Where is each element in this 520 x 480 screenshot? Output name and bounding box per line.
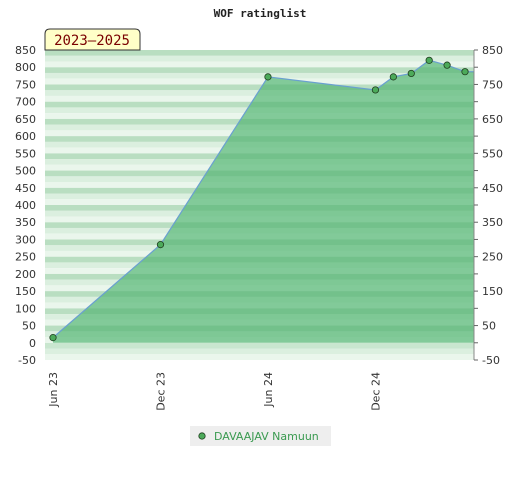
legend-box — [190, 426, 331, 446]
area-band-shade — [45, 84, 474, 91]
left-y-tick-label: 100 — [15, 302, 36, 315]
area-band-shade — [45, 67, 474, 73]
left-y-tick-label: -50 — [18, 354, 36, 367]
x-tick-label: Dec 24 — [369, 372, 382, 411]
area-band-shade — [45, 50, 474, 56]
series-point — [461, 68, 469, 76]
background-band — [45, 55, 474, 62]
background-band — [45, 78, 474, 85]
area-band-shade — [45, 325, 474, 332]
series-area — [53, 60, 474, 343]
left-y-tick-label: 450 — [15, 182, 36, 195]
series-point — [443, 61, 451, 69]
right-y-tick-label: 650 — [482, 113, 503, 126]
left-y-tick-label: 550 — [15, 147, 36, 160]
area-band-shade — [45, 170, 474, 177]
legend: DAVAAJAV Namuun — [190, 426, 331, 446]
right-y-tick-label: 250 — [482, 251, 503, 264]
right-y-axis: -50 50 150 250 350 450 550 650 750 850 — [473, 44, 503, 367]
left-y-tick-label: 800 — [15, 61, 36, 74]
area-band-shade — [45, 291, 474, 297]
area-band-shade — [45, 101, 474, 108]
series-point — [407, 69, 415, 78]
area-band-shade — [45, 136, 474, 142]
right-y-tick-label: 750 — [482, 78, 503, 91]
left-y-tick-label: 500 — [15, 165, 36, 178]
right-y-tick-label: 50 — [482, 320, 496, 333]
period-badge: 2023–2025 — [44, 28, 141, 51]
right-y-tick-label: 450 — [482, 182, 503, 195]
area-band-shade — [45, 205, 474, 211]
background-band — [45, 84, 474, 91]
chart-title: WOF ratinglist — [214, 7, 307, 20]
area-band-shade — [45, 239, 474, 246]
left-y-tick-label: 200 — [15, 268, 36, 281]
left-y-tick-label: 650 — [15, 113, 36, 126]
x-axis: Jun 23 Dec 23 Jun 24 Dec 24 — [47, 372, 382, 411]
legend-marker — [198, 432, 206, 440]
background-band — [45, 354, 474, 360]
right-y-tick-label: 550 — [482, 147, 503, 160]
left-y-tick-label: 600 — [15, 130, 36, 143]
area-band-shade — [45, 153, 474, 160]
series-point — [49, 334, 57, 342]
left-y-axis: -50 0 50 100 150 200 250 300 350 400 450 500 550 600 6… — [15, 44, 36, 367]
background-band — [45, 50, 474, 56]
right-y-tick-label: 150 — [482, 285, 503, 298]
legend-series-label: DAVAAJAV Namuun — [214, 430, 319, 443]
right-y-tick-label: 350 — [482, 216, 503, 229]
series-point — [371, 86, 380, 94]
x-tick-label: Jun 23 — [47, 372, 60, 408]
area-band-shade — [45, 118, 474, 125]
area-band-shade — [45, 308, 474, 315]
area-band-shade — [45, 256, 474, 263]
background-band — [45, 72, 474, 79]
background-band — [45, 67, 474, 73]
background-band — [45, 61, 474, 68]
right-y-tick-label: 850 — [482, 44, 503, 57]
period-badge-box — [44, 28, 141, 51]
background-band — [45, 342, 474, 349]
left-y-tick-label: 400 — [15, 199, 36, 212]
x-tick-label: Jun 24 — [262, 372, 275, 408]
left-y-tick-label: 300 — [15, 233, 36, 246]
left-y-tick-label: 50 — [22, 320, 36, 333]
area-band-shade — [45, 273, 474, 280]
left-y-tick-label: 0 — [29, 337, 36, 350]
series-point — [425, 56, 433, 64]
series-point — [389, 73, 397, 81]
background-band — [45, 348, 474, 355]
series-line — [52, 59, 474, 339]
right-y-tick-label: -50 — [482, 354, 500, 367]
series-markers — [49, 56, 469, 342]
area-band-shade — [45, 187, 474, 194]
left-y-tick-label: 150 — [15, 285, 36, 298]
left-y-tick-label: 850 — [15, 44, 36, 57]
left-y-tick-label: 700 — [15, 96, 36, 109]
series-point — [156, 241, 165, 249]
left-y-tick-label: 750 — [15, 78, 36, 91]
series-area-layer — [45, 50, 474, 343]
left-y-tick-label: 350 — [15, 216, 36, 229]
series-point — [264, 73, 272, 81]
left-y-tick-label: 250 — [15, 251, 36, 264]
x-tick-label: Dec 23 — [154, 372, 167, 411]
area-band-shade — [45, 222, 474, 228]
period-badge-label: 2023–2025 — [54, 33, 130, 49]
